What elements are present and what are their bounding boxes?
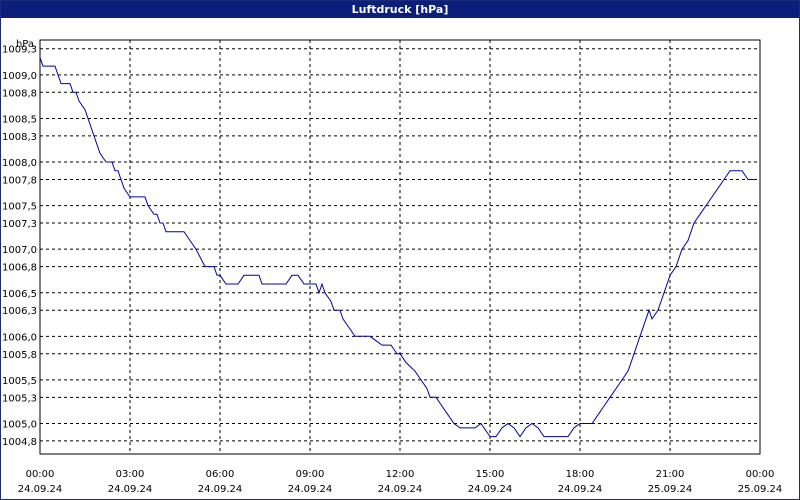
series-line bbox=[39, 57, 754, 438]
x-tick-time: 21:00 bbox=[656, 469, 685, 480]
y-axis-unit: hPa bbox=[16, 39, 34, 50]
x-tick-date: 24.09.24 bbox=[468, 484, 513, 495]
grid-lines bbox=[40, 40, 760, 454]
x-tick-time: 00:00 bbox=[746, 469, 775, 480]
y-tick-label: 1005,8 bbox=[2, 350, 37, 361]
y-tick-label: 1007,0 bbox=[2, 245, 37, 256]
y-tick-label: 1007,5 bbox=[2, 202, 37, 213]
y-tick-label: 1008,5 bbox=[2, 114, 37, 125]
x-tick-date: 24.09.24 bbox=[558, 484, 603, 495]
y-tick-label: 1006,3 bbox=[2, 306, 37, 317]
y-tick-label: 1007,3 bbox=[2, 219, 37, 230]
x-tick-date: 24.09.24 bbox=[378, 484, 423, 495]
plot-area-border bbox=[39, 39, 761, 455]
x-tick-date: 25.09.24 bbox=[738, 484, 783, 495]
y-tick-label: 1007,8 bbox=[2, 175, 37, 186]
x-tick-date: 25.09.24 bbox=[648, 484, 693, 495]
x-tick-date: 24.09.24 bbox=[198, 484, 243, 495]
x-tick-date: 24.09.24 bbox=[288, 484, 333, 495]
x-tick-date: 24.09.24 bbox=[18, 484, 63, 495]
x-tick-date: 24.09.24 bbox=[108, 484, 153, 495]
y-tick-label: 1006,0 bbox=[2, 332, 37, 343]
x-tick-time: 09:00 bbox=[296, 469, 325, 480]
x-tick-time: 00:00 bbox=[26, 469, 55, 480]
x-tick-time: 12:00 bbox=[386, 469, 415, 480]
x-tick-time: 03:00 bbox=[116, 469, 145, 480]
y-tick-label: 1005,3 bbox=[2, 393, 37, 404]
x-tick-time: 18:00 bbox=[566, 469, 595, 480]
y-tick-label: 1006,8 bbox=[2, 263, 37, 274]
y-tick-label: 1008,8 bbox=[2, 88, 37, 99]
y-tick-label: 1009,0 bbox=[2, 71, 37, 82]
x-axis-labels: 00:00 24.09.24 03:00 24.09.24 06:00 24.09.24 0… bbox=[18, 469, 783, 495]
chart-title: Luftdruck [hPa] bbox=[1, 1, 799, 18]
y-tick-label: 1004,8 bbox=[2, 437, 37, 448]
y-axis-labels: 1009,3 1009,0 1008,8 1008,5 1008,3 1008,0 1007… bbox=[2, 45, 37, 448]
y-tick-label: 1009,3 bbox=[2, 45, 37, 56]
y-tick-label: 1005,0 bbox=[2, 419, 37, 430]
y-tick-label: 1008,3 bbox=[2, 132, 37, 143]
series-layer bbox=[39, 57, 754, 438]
x-tick-time: 06:00 bbox=[206, 469, 235, 480]
x-tick-time: 15:00 bbox=[476, 469, 505, 480]
y-tick-label: 1006,5 bbox=[2, 289, 37, 300]
y-tick-label: 1008,0 bbox=[2, 158, 37, 169]
y-tick-label: 1005,5 bbox=[2, 376, 37, 387]
